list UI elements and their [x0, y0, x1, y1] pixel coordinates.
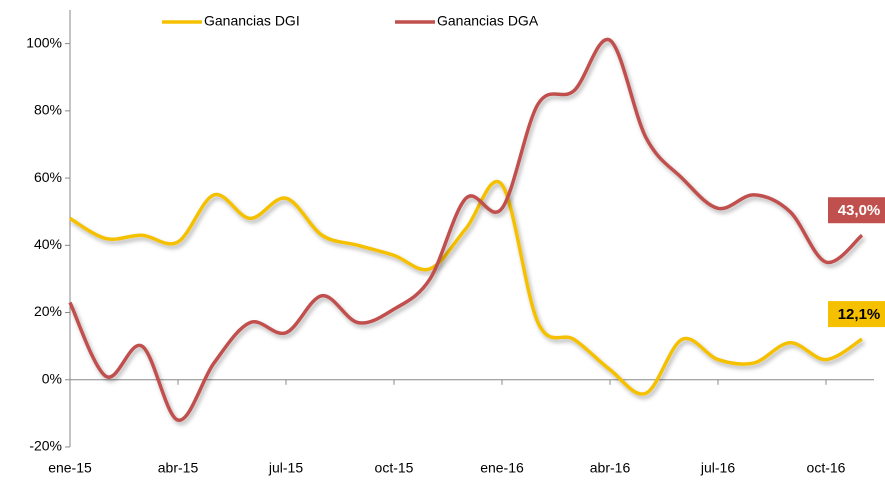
value-label: 12,1%: [838, 306, 881, 323]
x-tick-label: ene-15: [48, 460, 92, 476]
x-tick-label: ene-16: [480, 460, 524, 476]
x-tick-label: oct-15: [375, 460, 414, 476]
y-tick-label: 0%: [42, 370, 62, 386]
x-tick-label: abr-15: [158, 460, 199, 476]
legend-label: Ganancias DGI: [204, 13, 300, 29]
y-tick-label: 40%: [34, 236, 62, 252]
value-label-box: [828, 197, 885, 224]
legend-label: Ganancias DGA: [437, 13, 539, 29]
y-tick-label: 80%: [34, 102, 62, 118]
x-tick-label: oct-16: [807, 460, 846, 476]
y-tick-label: 20%: [34, 303, 62, 319]
value-label: 43,0%: [838, 202, 881, 219]
x-tick-label: abr-16: [590, 460, 631, 476]
value-label-box: [828, 301, 885, 328]
series-line: [69, 180, 863, 396]
y-tick-label: 60%: [34, 169, 62, 185]
x-tick-label: jul-15: [268, 460, 303, 476]
y-tick-label: -20%: [29, 438, 62, 454]
x-tick-label: jul-16: [700, 460, 735, 476]
y-tick-label: 100%: [26, 34, 62, 50]
series-line: [68, 37, 864, 422]
